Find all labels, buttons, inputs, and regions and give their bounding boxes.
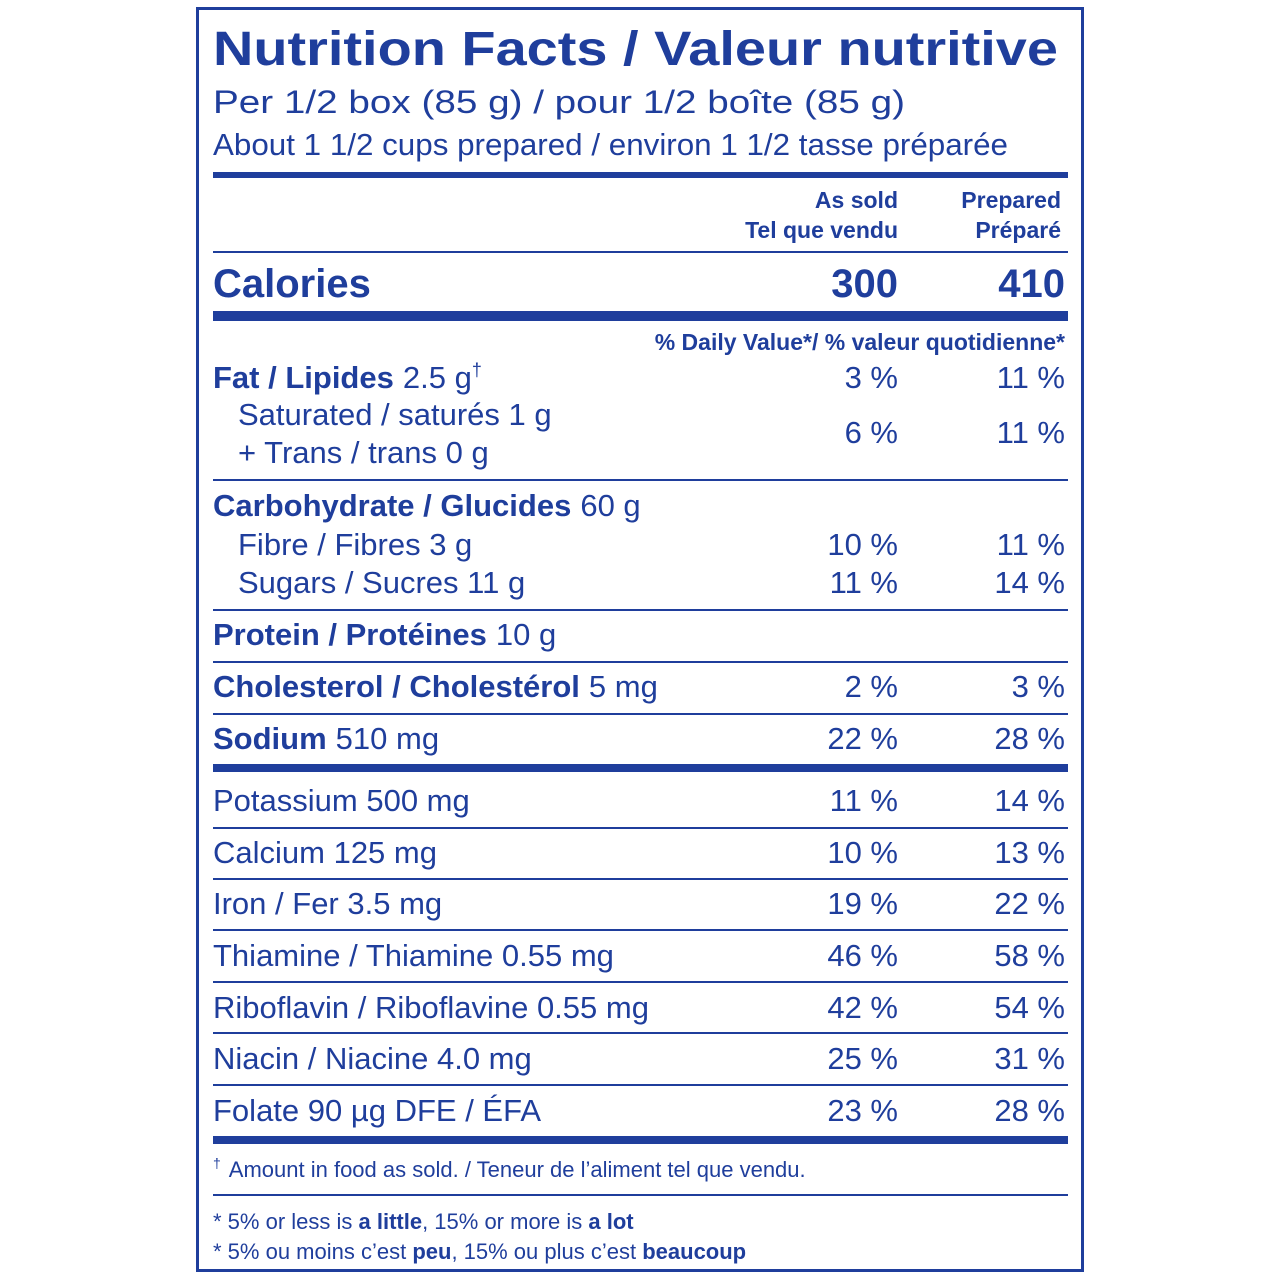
nutrient-amount: 5 mg <box>589 669 658 704</box>
nutrient: Cholesterol / Cholestérol 5 mg <box>213 669 658 704</box>
daily-value: 54 % <box>994 990 1065 1025</box>
daily-value: 28 % <box>994 1093 1065 1128</box>
footnote-part: , 15% ou plus c’est <box>451 1239 642 1264</box>
column-header: As sold <box>815 187 898 213</box>
rule <box>213 929 1068 931</box>
footnote: * 5% ou moins c’est peu, 15% ou plus c’e… <box>213 1239 746 1264</box>
nutrient: Fibre / Fibres 3 g <box>238 527 472 562</box>
nutrient: Sugars / Sucres 11 g <box>238 565 525 600</box>
nutrient: Sodium 510 mg <box>213 721 439 756</box>
nutrient: Calcium 125 mg <box>213 835 437 870</box>
daily-value: 3 % <box>845 360 898 395</box>
daily-value: 46 % <box>827 938 898 973</box>
rule <box>213 713 1068 715</box>
daily-value: 22 % <box>994 886 1065 921</box>
footnote-part: * 5% ou moins c’est <box>213 1239 412 1264</box>
daily-value: 23 % <box>827 1093 898 1128</box>
footnote-text: Amount in food as sold. / Teneur de l’al… <box>229 1157 806 1182</box>
daily-value: 11 % <box>997 415 1065 450</box>
nutrient: Carbohydrate / Glucides 60 g <box>213 488 641 523</box>
footnote-part: a lot <box>588 1209 634 1234</box>
daily-value: 25 % <box>827 1041 898 1076</box>
nutrient-name: Protein / Protéines <box>213 617 487 652</box>
nutrient: Protein / Protéines 10 g <box>213 617 556 652</box>
calories-value: 410 <box>998 262 1065 306</box>
rule <box>213 827 1068 829</box>
rule <box>213 764 1068 772</box>
rule <box>213 1136 1068 1144</box>
rule <box>213 1194 1068 1196</box>
daily-value: 14 % <box>994 783 1065 818</box>
daily-value: 58 % <box>994 938 1065 973</box>
daily-value: 13 % <box>994 835 1065 870</box>
rule <box>213 479 1068 481</box>
nutrient: + Trans / trans 0 g <box>238 435 489 470</box>
rule <box>213 981 1068 983</box>
footnote: † Amount in food as sold. / Teneur de l’a… <box>213 1155 806 1182</box>
nutrient-amount: 60 g <box>580 488 640 523</box>
nutrient: Iron / Fer 3.5 mg <box>213 886 442 921</box>
footnote: * 5% or less is a little, 15% or more is… <box>213 1209 634 1234</box>
footnote-part: , 15% or more is <box>422 1209 588 1234</box>
daily-value: 11 % <box>830 783 898 818</box>
nutrient-amount: 10 g <box>496 617 556 652</box>
nutrient-name: Carbohydrate / Glucides <box>213 488 571 523</box>
rule <box>213 661 1068 663</box>
nutrient-name: Fat / Lipides <box>213 360 394 395</box>
daily-value: 19 % <box>827 886 898 921</box>
calories-label: Calories <box>213 262 371 306</box>
serving-note: About 1 1/2 cups prepared / environ 1 1/… <box>213 127 1008 162</box>
serving-size: Per 1/2 box (85 g) / pour 1/2 boîte (85 … <box>213 84 905 120</box>
footnote-mark: † <box>472 360 482 380</box>
daily-value: 11 % <box>997 527 1065 562</box>
daily-value: 6 % <box>845 415 898 450</box>
daily-value: 3 % <box>1012 669 1065 704</box>
column-header: Prepared <box>961 187 1061 213</box>
daily-value: 14 % <box>994 565 1065 600</box>
title: Nutrition Facts / Valeur nutritive <box>213 23 1058 76</box>
rule <box>213 311 1068 321</box>
nutrient: Saturated / saturés 1 g <box>238 397 552 432</box>
column-header: Préparé <box>975 217 1061 243</box>
rule <box>213 251 1068 253</box>
daily-value: 10 % <box>827 527 898 562</box>
rule <box>213 172 1068 178</box>
nutrient: Thiamine / Thiamine 0.55 mg <box>213 938 614 973</box>
footnote-mark: † <box>213 1155 221 1171</box>
daily-value: 28 % <box>994 721 1065 756</box>
footnote-part: a little <box>359 1209 423 1234</box>
nutrient-name: Cholesterol / Cholestérol <box>213 669 580 704</box>
daily-value: 22 % <box>827 721 898 756</box>
rule <box>213 609 1068 611</box>
nutrient-amount: 510 mg <box>336 721 439 756</box>
calories-value: 300 <box>831 262 898 306</box>
column-header: Tel que vendu <box>745 217 898 243</box>
daily-value: 10 % <box>827 835 898 870</box>
daily-value: 11 % <box>997 360 1065 395</box>
footnote-part: beaucoup <box>642 1239 746 1264</box>
daily-value: 11 % <box>830 565 898 600</box>
nutrient-amount: 2.5 g <box>403 360 472 395</box>
daily-value: 31 % <box>994 1041 1065 1076</box>
nutrient: Riboflavin / Riboflavine 0.55 mg <box>213 990 649 1025</box>
nutrient: Potassium 500 mg <box>213 783 470 818</box>
rule <box>213 878 1068 880</box>
footnote-part: peu <box>412 1239 451 1264</box>
daily-value-heading: % Daily Value*/ % valeur quotidienne* <box>655 329 1065 355</box>
daily-value: 42 % <box>827 990 898 1025</box>
nutrient-name: Sodium <box>213 721 327 756</box>
daily-value: 2 % <box>845 669 898 704</box>
nutrient: Folate 90 µg DFE / ÉFA <box>213 1093 541 1128</box>
footnote-part: * 5% or less is <box>213 1209 359 1234</box>
nutrient: Fat / Lipides 2.5 g† <box>213 360 482 395</box>
label-border <box>196 7 1084 1272</box>
rule <box>213 1084 1068 1086</box>
rule <box>213 1032 1068 1034</box>
nutrient: Niacin / Niacine 4.0 mg <box>213 1041 532 1076</box>
